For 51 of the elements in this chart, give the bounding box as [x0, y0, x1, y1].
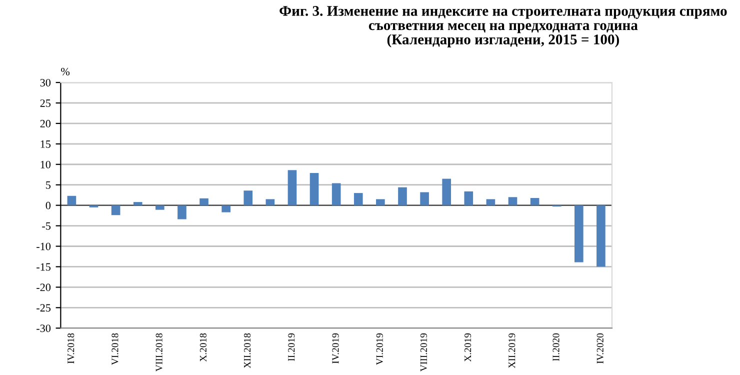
- bar: [133, 202, 142, 206]
- bar: [111, 205, 120, 216]
- bar: [222, 205, 230, 212]
- bar: [508, 197, 518, 206]
- bar: [376, 199, 385, 206]
- bar: [178, 205, 186, 220]
- y-tick-label: 30: [40, 78, 51, 86]
- bar: [530, 198, 540, 206]
- x-tick-label: XII.2018: [244, 333, 251, 368]
- x-tick-label: IV.2018: [68, 333, 74, 364]
- bar: [332, 183, 341, 206]
- x-tick-label: VI.2019: [376, 333, 383, 366]
- y-tick-label: -15: [36, 263, 51, 271]
- x-tick-label: X.2018: [200, 333, 206, 362]
- x-tick-label: II.2019: [288, 333, 295, 361]
- y-tick-label: 15: [40, 140, 51, 148]
- bar: [288, 170, 297, 206]
- bar: [442, 178, 451, 206]
- bar: [266, 199, 275, 206]
- x-tick-label: XII.2019: [508, 333, 516, 368]
- x-tick-label: VI.2018: [112, 333, 118, 366]
- bar: [310, 172, 319, 206]
- x-tick-label: II.2020: [552, 333, 560, 361]
- bar: [486, 199, 496, 206]
- chart-title: Фиг. 3. Изменение на индексите на строителната продукция спрямо съответния месец на предходната година (Календарно изгладени, 2015 = 100): [280, 6, 727, 48]
- bar: [420, 192, 429, 206]
- bar: [354, 193, 363, 206]
- y-tick-label: -30: [36, 324, 51, 332]
- y-tick-label: -25: [36, 304, 51, 312]
- y-tick-label: -20: [36, 284, 51, 292]
- y-tick-label: 10: [40, 160, 51, 168]
- bar: [596, 205, 606, 267]
- bar: [67, 196, 76, 206]
- x-tick-label: VIII.2019: [420, 333, 428, 372]
- bar: [156, 205, 164, 210]
- y-tick-label: 0: [46, 202, 51, 210]
- y-tick-label: -10: [36, 242, 51, 250]
- y-axis-title: %: [61, 68, 70, 76]
- y-tick-label: 25: [40, 99, 51, 107]
- bar: [244, 190, 253, 206]
- x-tick-label: IV.2019: [332, 333, 339, 364]
- x-tick-label: X.2019: [464, 333, 472, 362]
- x-tick-label: VIII.2018: [156, 333, 162, 372]
- x-tick-label: IV.2020: [596, 333, 604, 364]
- bar: [464, 191, 474, 206]
- bar: [200, 198, 208, 206]
- y-tick-label: 5: [46, 181, 51, 189]
- y-tick-label: 20: [40, 120, 51, 128]
- y-tick-label: -5: [42, 222, 51, 230]
- bar: [574, 205, 584, 262]
- bar: [398, 187, 407, 206]
